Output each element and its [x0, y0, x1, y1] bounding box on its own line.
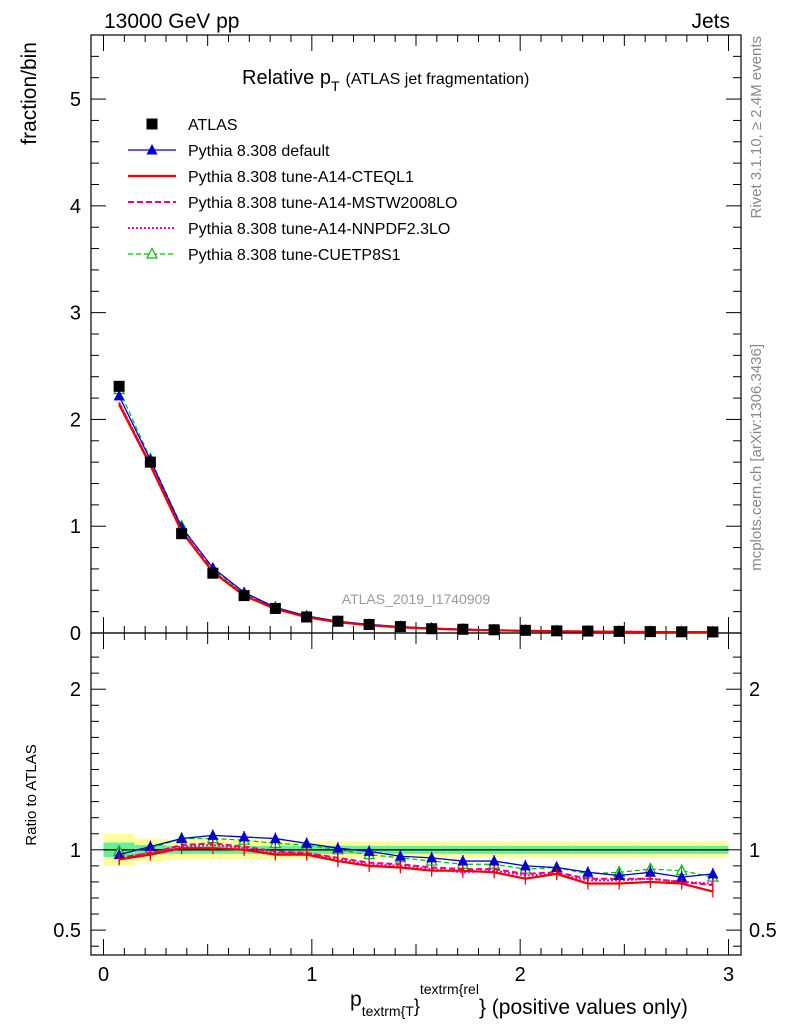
main-point-atlas — [113, 380, 125, 392]
legend-entry-nnpdf: Pythia 8.308 tune-A14-NNPDF2.3LO — [128, 221, 450, 238]
main-point-atlas — [269, 602, 281, 614]
legend-label: Pythia 8.308 default — [188, 143, 330, 160]
ratio-y-tick-label-right: 1 — [749, 840, 760, 862]
ratio-line-cteql1 — [118, 847, 714, 893]
main-point-atlas — [144, 456, 156, 468]
plot-title: Relative pT (ATLAS jet fragmentation) — [242, 67, 529, 94]
header-left: 13000 GeV pp — [104, 10, 239, 33]
main-point-atlas — [426, 623, 438, 635]
analysis-watermark: ATLAS_2019_I1740909 — [342, 591, 491, 607]
main-series-atlas — [113, 380, 719, 638]
ratio-y-tick-label: 0.5 — [53, 920, 81, 942]
ratio-y-tick-label-right: 2 — [749, 679, 760, 701]
ratio-line-default — [118, 834, 713, 878]
ratio-x-tick-label: 2 — [515, 964, 526, 986]
ratio-y-label: Ratio to ATLAS — [23, 744, 40, 845]
legend-entry-cuetp8s1: Pythia 8.308 tune-CUETP8S1 — [128, 247, 401, 264]
main-point-atlas — [488, 624, 500, 636]
header-right: Jets — [691, 10, 730, 33]
main-y-label: fraction/bin — [18, 42, 41, 145]
ratio-y-tick-label: 2 — [70, 679, 81, 701]
legend-marker — [146, 118, 158, 130]
main-point-atlas — [363, 618, 375, 630]
x-axis-label: ptextrm{T}textrm{rel} (positive values o… — [350, 981, 688, 1019]
main-point-atlas — [613, 625, 625, 637]
legend-label: Pythia 8.308 tune-A14-CTEQL1 — [188, 169, 414, 186]
ratio-y-tick-label: 1 — [70, 840, 81, 862]
ratio-x-tick-label: 0 — [98, 964, 109, 986]
main-point-atlas — [207, 567, 219, 579]
legend-entry-cteql1: Pythia 8.308 tune-A14-CTEQL1 — [128, 169, 414, 186]
main-point-atlas — [176, 528, 188, 540]
ratio-y-tick-label-right: 0.5 — [749, 920, 777, 942]
ratio-line-nnpdf — [118, 843, 713, 885]
ratio-line-cuetp8s1 — [119, 837, 713, 878]
main-point-atlas — [551, 625, 563, 637]
main-y-tick-label: 3 — [70, 303, 81, 325]
main-series-group — [113, 380, 719, 638]
main-point-atlas — [582, 625, 594, 637]
axes-ticks: 0 1 2 3 4 5 0 1 2 3 0.5 0.5 1 1 2 2 — [53, 35, 777, 986]
legend-entry-mstw: Pythia 8.308 tune-A14-MSTW2008LO — [128, 195, 457, 212]
main-point-default — [113, 389, 125, 401]
mcplots-label: mcplots.cern.ch [arXiv:1306.3436] — [748, 344, 765, 571]
main-y-tick-label: 1 — [70, 516, 81, 538]
main-point-atlas — [238, 590, 250, 602]
legend-label: ATLAS — [188, 117, 238, 134]
legend-label: Pythia 8.308 tune-A14-NNPDF2.3LO — [188, 221, 450, 238]
main-point-atlas — [519, 624, 531, 636]
main-point-atlas — [301, 611, 313, 623]
legend-entry-default: Pythia 8.308 default — [128, 143, 330, 160]
legend-entry-atlas: ATLAS — [146, 117, 238, 134]
legend-marker — [146, 247, 158, 259]
main-point-atlas — [644, 626, 656, 638]
main-y-tick-label: 4 — [70, 196, 81, 218]
main-point-atlas — [707, 626, 719, 638]
main-y-tick-label: 0 — [70, 623, 81, 645]
main-y-tick-label: 2 — [70, 409, 81, 431]
legend-marker — [146, 144, 158, 155]
ratio-uncertainty-band — [103, 833, 729, 866]
rivet-label: Rivet 3.1.10, ≥ 2.4M events — [748, 36, 765, 219]
main-y-tick-label: 5 — [70, 89, 81, 111]
ratio-x-tick-label: 1 — [306, 964, 317, 986]
ratio-plot-frame — [90, 632, 742, 956]
ratio-line-mstw — [118, 842, 713, 887]
ratio-series-group — [113, 829, 719, 898]
main-point-atlas — [457, 623, 469, 635]
ratio-x-tick-label: 3 — [723, 964, 734, 986]
main-point-atlas — [676, 626, 688, 638]
ratio-series-cteql1 — [118, 842, 714, 898]
legend: ATLAS Pythia 8.308 default Pythia 8.308 tu… — [128, 117, 457, 264]
legend-label: Pythia 8.308 tune-CUETP8S1 — [188, 247, 401, 264]
main-point-atlas — [332, 615, 344, 627]
legend-label: Pythia 8.308 tune-A14-MSTW2008LO — [188, 195, 457, 212]
main-point-atlas — [394, 621, 406, 633]
ratio-series-default — [113, 829, 719, 884]
